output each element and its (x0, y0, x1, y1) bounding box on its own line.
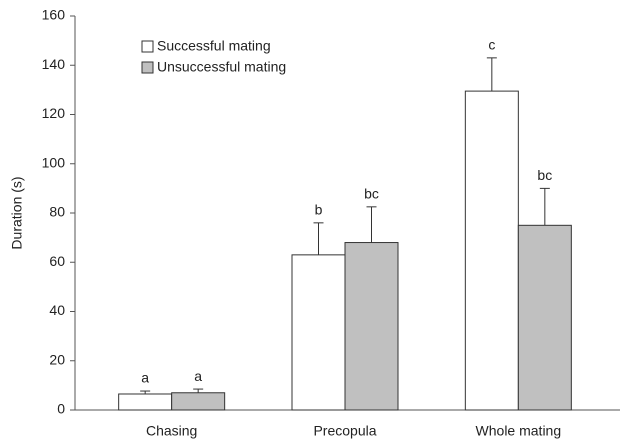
bar (118, 393, 173, 411)
significance-label: b (315, 202, 323, 218)
y-tick-label: 160 (42, 7, 66, 23)
legend-swatch (141, 61, 154, 74)
y-tick-label: 140 (42, 56, 66, 72)
y-tick-label: 40 (49, 302, 65, 318)
bar (464, 90, 519, 411)
y-tick-label: 0 (57, 401, 65, 417)
bar (344, 242, 399, 411)
bar (291, 254, 346, 411)
y-axis-label: Duration (s) (9, 176, 25, 249)
significance-label: a (194, 368, 202, 384)
significance-label: c (488, 37, 495, 53)
legend-label: Unsuccessful mating (157, 59, 286, 75)
y-tick-label: 100 (42, 154, 66, 170)
y-tick-label: 120 (42, 105, 66, 121)
bar (171, 392, 226, 411)
bar (517, 224, 572, 411)
significance-label: a (141, 370, 149, 386)
x-tick-label: Whole mating (476, 423, 562, 439)
x-tick-label: Chasing (146, 423, 197, 439)
significance-label: bc (537, 167, 552, 183)
legend-swatch (141, 40, 154, 53)
legend-label: Successful mating (157, 38, 271, 54)
y-tick-label: 20 (49, 351, 65, 367)
significance-label: bc (364, 186, 379, 202)
y-tick-label: 80 (49, 204, 65, 220)
x-tick-label: Precopula (313, 423, 376, 439)
y-tick-label: 60 (49, 253, 65, 269)
